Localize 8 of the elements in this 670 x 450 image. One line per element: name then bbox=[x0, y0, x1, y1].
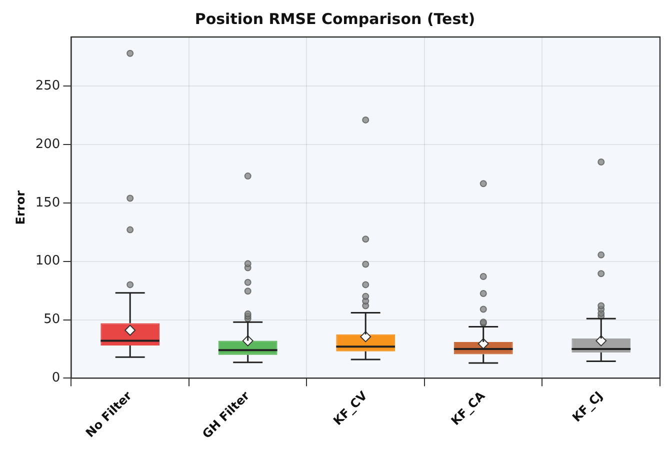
y-tick-label: 50 bbox=[44, 312, 60, 328]
y-tick-label: 100 bbox=[35, 254, 60, 269]
y-tick-label: 0 bbox=[52, 370, 60, 386]
y-tick-label: 150 bbox=[35, 195, 60, 210]
chart-title: Position RMSE Comparison (Test) bbox=[194, 10, 476, 28]
y-tick-label: 250 bbox=[35, 78, 60, 94]
y-axis-title: Error bbox=[13, 190, 28, 225]
y-tick-label: 200 bbox=[35, 136, 60, 152]
